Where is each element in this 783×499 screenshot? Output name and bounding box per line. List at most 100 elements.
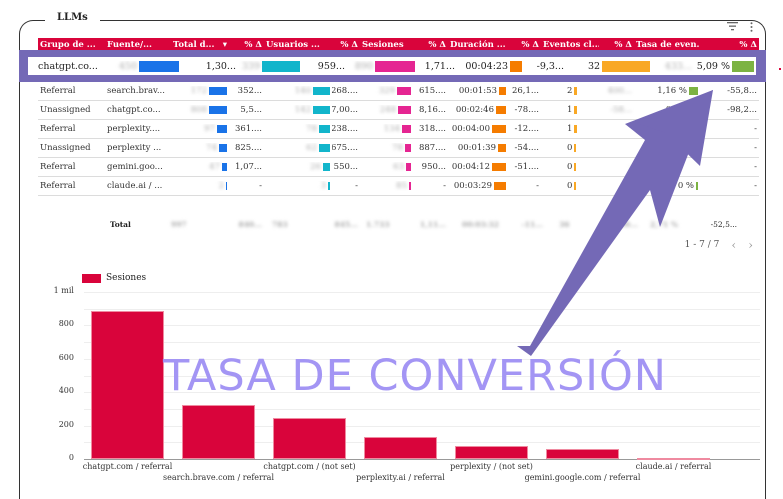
col-header-pct-duration[interactable]: % Δ: [521, 40, 539, 50]
cell-total-pct: 1,07...: [234, 162, 262, 172]
col-header-group[interactable]: Grupo de ...: [40, 40, 96, 50]
cell-rate-blurred: 400...: [607, 86, 632, 96]
cell-total-blurred: 47: [209, 162, 220, 172]
cell-group: Referral: [40, 86, 76, 96]
cell-group: Referral: [40, 162, 76, 172]
cell-rate: 0 %: [677, 181, 694, 191]
chevron-right-icon[interactable]: ›: [748, 238, 753, 252]
col-header-total[interactable]: Total d... ▾: [173, 40, 227, 50]
duration-bar: [496, 106, 506, 114]
col-header-sessions[interactable]: Sesiones: [362, 40, 404, 50]
cell-duration-pct: 26,1...: [511, 86, 539, 96]
x-tick-label: search.brave.com / referral: [162, 473, 275, 482]
col-header-pct-sessions[interactable]: % Δ: [428, 40, 446, 50]
cell-total-pct: 352...: [237, 86, 262, 96]
users-bar: [328, 182, 330, 190]
col-header-source[interactable]: Fuente/...: [107, 40, 152, 50]
cell-rate: 1,16 %: [657, 86, 687, 96]
col-header-pct-events[interactable]: % Δ: [614, 40, 632, 50]
col-header-pct-total[interactable]: % Δ: [244, 40, 262, 50]
cell-source: gemini.goo...: [107, 162, 163, 172]
cell-sessions-blurred: 85: [396, 181, 407, 191]
total-bar: [209, 87, 227, 95]
filter-icon[interactable]: [727, 22, 738, 34]
sessions-bar: [397, 87, 411, 95]
col-header-pct-rate[interactable]: % Δ: [739, 40, 757, 50]
total-duration: 00:03:32: [462, 220, 499, 229]
cell-users-pct: 7,00...: [332, 105, 358, 115]
more-vert-icon[interactable]: [750, 22, 753, 34]
cell-group: Referral: [40, 124, 76, 134]
cell-rate-blurred: -58...: [610, 105, 632, 115]
chart-bar[interactable]: [455, 445, 528, 459]
x-axis-line: [84, 459, 760, 460]
rate-bar: [732, 60, 754, 72]
chart-bar[interactable]: [182, 405, 255, 459]
total-sessions: 1.733: [366, 220, 390, 229]
cell-sessions-pct: 1,71...: [424, 60, 455, 72]
chevron-left-icon[interactable]: ‹: [731, 238, 737, 252]
cell-group: Referral: [40, 181, 76, 191]
table-row[interactable]: Referral perplexity.... 97 361.... 78 238....…: [38, 120, 759, 139]
total-bar: [139, 60, 179, 72]
total-rate-pct: -52,5...: [710, 220, 737, 229]
cell-total-blurred: 97: [204, 124, 215, 134]
table-row[interactable]: Referral gemini.goo... 47 1,07... 26 550... 63…: [38, 158, 759, 177]
duration-bar: [498, 144, 506, 152]
gridline: [84, 392, 760, 394]
cell-duration-pct: -51....: [514, 162, 540, 172]
cell-users-pct: 268....: [332, 86, 358, 96]
events-bar: [574, 87, 578, 95]
cell-source: search.brav...: [107, 86, 165, 96]
table-row[interactable]: Unassigned perplexity ... 74 825.... 62 675..…: [38, 139, 759, 158]
duration-bar: [492, 125, 506, 133]
chart-bar[interactable]: [273, 418, 346, 459]
sessions-bar: [409, 182, 411, 190]
cell-total-pct: 825....: [234, 143, 262, 153]
table-row[interactable]: Referral search.brav... 172 352... 140 268...…: [38, 82, 759, 101]
chart-bar[interactable]: [91, 311, 164, 459]
table-row[interactable]: Unassigned chatgpt.co... 808 5,5... 142 7,00.…: [38, 101, 759, 120]
cell-source: perplexity....: [107, 124, 161, 134]
events-bar: [574, 144, 577, 152]
cell-sessions-pct: 950...: [421, 162, 446, 172]
cell-rate-pct: -: [754, 162, 757, 172]
cell-sessions-pct: 615....: [418, 86, 446, 96]
rate-bar: [696, 182, 698, 190]
cell-source: chatgpt.co...: [38, 60, 98, 72]
table-row[interactable]: Referral claude.ai / ... 2-3-85-00:03:29-0…: [38, 177, 759, 196]
cell-source: claude.ai / ...: [107, 181, 163, 191]
chart-bar[interactable]: [637, 457, 710, 460]
users-bar: [323, 163, 330, 171]
col-header-events[interactable]: Eventos cl...: [543, 40, 599, 50]
sessions-bar: [375, 60, 415, 72]
total-bar: [219, 144, 227, 152]
users-bar: [313, 87, 330, 95]
table-row-highlighted[interactable]: chatgpt.co... 450 1,30... 339 959... 890…: [28, 57, 756, 75]
table-total-row: Total 997 840... 783 845... 1.733 1,11..…: [38, 220, 759, 229]
cell-total-blurred: 172: [190, 86, 207, 96]
legend-label-sesiones[interactable]: Sesiones: [106, 273, 147, 283]
table-header: Grupo de ... Fuente/... Total d... ▾ % Δ…: [38, 38, 759, 52]
sessions-bar-chart: 0 200 400 600 800 1 mil chatgpt.com / referral…: [40, 285, 760, 499]
cell-users-blurred: 142: [294, 105, 311, 115]
col-header-pct-users[interactable]: % Δ: [340, 40, 358, 50]
cell-duration-pct: -78....: [514, 105, 540, 115]
y-tick-label: 400: [58, 386, 74, 396]
total-total-pct: 840...: [238, 220, 263, 229]
cell-duration-pct: -: [536, 181, 539, 191]
cell-users-pct: -: [355, 181, 358, 191]
cell-events: 1: [567, 105, 573, 115]
cell-total-pct: -: [259, 181, 262, 191]
col-header-rate[interactable]: Tasa de even...: [636, 40, 700, 50]
col-header-users[interactable]: Usuarios ...: [266, 40, 320, 50]
x-tick-label: perplexity.ai / referral: [356, 473, 445, 482]
x-tick-label: chatgpt.com / referral: [82, 462, 173, 471]
chart-bar[interactable]: [546, 448, 619, 459]
total-bar: [226, 182, 227, 190]
cell-users-blurred: 339: [241, 60, 260, 72]
chart-bar[interactable]: [364, 437, 437, 459]
col-header-duration[interactable]: Duración ...: [450, 40, 506, 50]
cell-duration-pct: -12....: [514, 124, 540, 134]
rate-bar: [692, 106, 698, 114]
